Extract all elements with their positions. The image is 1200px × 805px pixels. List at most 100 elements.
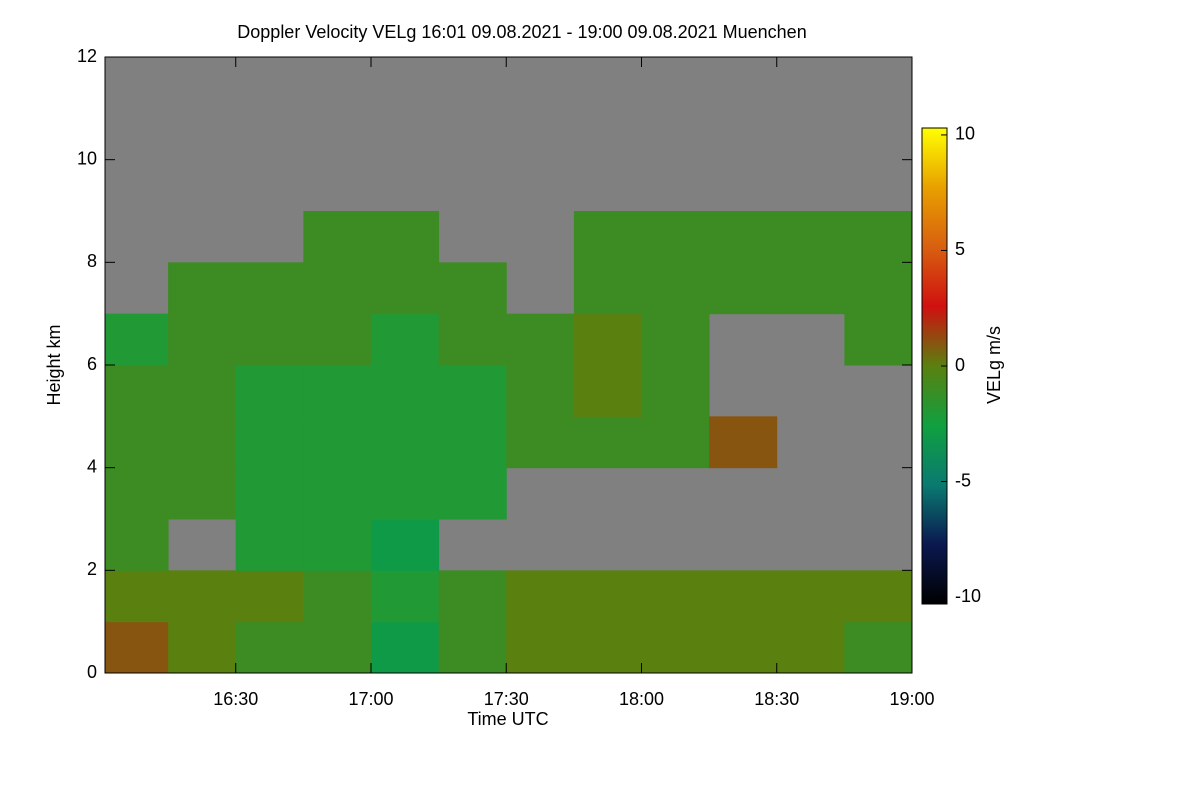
x-tick-label: 16:30: [213, 689, 258, 709]
heatmap-cell: [370, 519, 440, 571]
heatmap-cell: [709, 621, 778, 674]
heatmap-cell: [370, 416, 440, 469]
y-tick-label: 4: [87, 456, 97, 476]
heatmap-cell: [303, 262, 372, 315]
heatmap-cell: [573, 365, 642, 417]
heatmap-cell: [438, 621, 507, 674]
heatmap-cell: [506, 621, 575, 674]
heatmap-cell: [235, 313, 304, 366]
heatmap-cell: [709, 570, 778, 623]
heatmap-cell: [235, 467, 304, 520]
heatmap-cell: [105, 416, 169, 469]
heatmap-cell: [168, 467, 237, 520]
heatmap-cell: [438, 365, 507, 417]
heatmap-cell: [370, 467, 440, 520]
heatmap-cell: [370, 365, 440, 417]
heatmap-cell: [438, 570, 507, 623]
heatmap-cell: [105, 313, 169, 366]
y-axis-label: Height km: [44, 324, 64, 405]
heatmap-cell: [370, 262, 440, 315]
heatmap-cell: [303, 570, 372, 623]
x-tick-label: 17:30: [484, 689, 529, 709]
heatmap-cell: [303, 211, 372, 263]
heatmap-cell: [506, 416, 575, 469]
colorbar-tick-label: 5: [955, 239, 965, 259]
heatmap-cell: [641, 211, 710, 263]
heatmap-cell: [303, 621, 372, 674]
heatmap-cell: [844, 211, 913, 263]
y-tick-label: 12: [77, 46, 97, 66]
x-tick-label: 19:00: [889, 689, 934, 709]
heatmap-cell: [641, 262, 710, 315]
heatmap-cell: [776, 262, 845, 315]
heatmap-cell: [438, 416, 507, 469]
heatmap-cell: [506, 570, 575, 623]
heatmap-cell: [235, 621, 304, 674]
heatmap-cell: [370, 621, 440, 674]
chart-title: Doppler Velocity VELg 16:01 09.08.2021 -…: [237, 22, 806, 42]
heatmap-cell: [168, 365, 237, 417]
y-tick-label: 10: [77, 148, 97, 168]
heatmap-cell: [235, 365, 304, 417]
heatmap-cell: [844, 570, 913, 623]
colorbar-tick-label: -10: [955, 586, 981, 606]
heatmap-cell: [105, 621, 169, 674]
y-tick-label: 0: [87, 662, 97, 682]
y-tick-label: 8: [87, 251, 97, 271]
heatmap-cell: [438, 467, 507, 520]
heatmap-cell: [776, 570, 845, 623]
heatmap-cell: [709, 416, 778, 469]
heatmap-cell: [105, 365, 169, 417]
heatmap-cell: [105, 570, 169, 623]
heatmap-cell: [709, 211, 778, 263]
heatmap-cell: [235, 262, 304, 315]
heatmap-cell: [573, 570, 642, 623]
x-axis-label: Time UTC: [467, 709, 548, 729]
heatmap-cell: [105, 519, 169, 571]
heatmap-cell: [641, 416, 710, 469]
heatmap-cell: [506, 313, 575, 366]
heatmap-cell: [370, 570, 440, 623]
heatmap-cell: [641, 570, 710, 623]
heatmap-cell: [709, 262, 778, 315]
heatmap-cell: [105, 467, 169, 520]
colorbar-tick-label: 10: [955, 124, 975, 144]
heatmap-cell: [303, 467, 372, 520]
colorbar-tick-label: 0: [955, 355, 965, 375]
heatmap-cell: [844, 621, 913, 674]
heatmap-cell: [235, 519, 304, 571]
heatmap-cell: [641, 365, 710, 417]
colorbar-tick-label: -5: [955, 470, 971, 490]
heatmap-cell: [235, 416, 304, 469]
heatmap-cell: [303, 365, 372, 417]
heatmap-cell: [303, 313, 372, 366]
heatmap-cell: [641, 621, 710, 674]
heatmap-cell: [168, 313, 237, 366]
x-tick-label: 18:00: [619, 689, 664, 709]
x-tick-label: 18:30: [754, 689, 799, 709]
heatmap-cell: [303, 416, 372, 469]
heatmap-cell: [168, 621, 237, 674]
y-tick-label: 6: [87, 354, 97, 374]
heatmap-cell: [573, 313, 642, 366]
heatmap-cell: [844, 313, 913, 366]
heatmap-cell: [844, 262, 913, 315]
colorbar-label: VELg m/s: [984, 326, 1004, 404]
heatmap-cell: [573, 262, 642, 315]
heatmap-cell: [776, 211, 845, 263]
heatmap-cell: [370, 211, 440, 263]
heatmap-cell: [438, 313, 507, 366]
x-tick-label: 17:00: [348, 689, 393, 709]
y-tick-label: 2: [87, 559, 97, 579]
heatmap-cell: [370, 313, 440, 366]
heatmap-cell: [506, 365, 575, 417]
heatmap-cell: [641, 313, 710, 366]
heatmap-cell: [168, 262, 237, 315]
heatmap-cell: [438, 262, 507, 315]
heatmap-cell: [235, 570, 304, 623]
heatmap-cell: [573, 211, 642, 263]
heatmap-cell: [776, 621, 845, 674]
heatmap-cell: [168, 570, 237, 623]
heatmap-cell: [168, 416, 237, 469]
